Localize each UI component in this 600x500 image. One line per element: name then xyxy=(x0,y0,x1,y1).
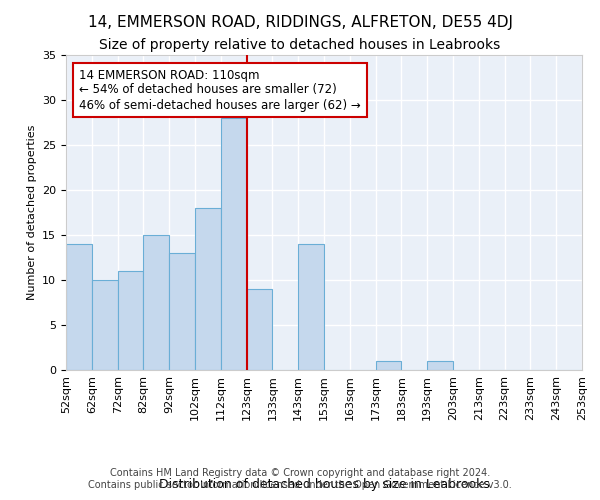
X-axis label: Distribution of detached houses by size in Leabrooks: Distribution of detached houses by size … xyxy=(158,478,490,491)
Bar xyxy=(376,361,401,370)
Bar xyxy=(247,289,272,370)
Bar xyxy=(118,271,143,370)
Bar xyxy=(427,361,453,370)
Y-axis label: Number of detached properties: Number of detached properties xyxy=(26,125,37,300)
Bar xyxy=(143,235,169,370)
Text: 14 EMMERSON ROAD: 110sqm
← 54% of detached houses are smaller (72)
46% of semi-d: 14 EMMERSON ROAD: 110sqm ← 54% of detach… xyxy=(79,68,361,112)
Bar xyxy=(92,280,118,370)
Text: Size of property relative to detached houses in Leabrooks: Size of property relative to detached ho… xyxy=(100,38,500,52)
Text: Contains HM Land Registry data © Crown copyright and database right 2024.
Contai: Contains HM Land Registry data © Crown c… xyxy=(88,468,512,490)
Bar xyxy=(298,244,324,370)
Bar xyxy=(195,208,221,370)
Text: 14, EMMERSON ROAD, RIDDINGS, ALFRETON, DE55 4DJ: 14, EMMERSON ROAD, RIDDINGS, ALFRETON, D… xyxy=(88,15,512,30)
Bar xyxy=(221,118,247,370)
Bar xyxy=(66,244,92,370)
Bar xyxy=(169,253,195,370)
